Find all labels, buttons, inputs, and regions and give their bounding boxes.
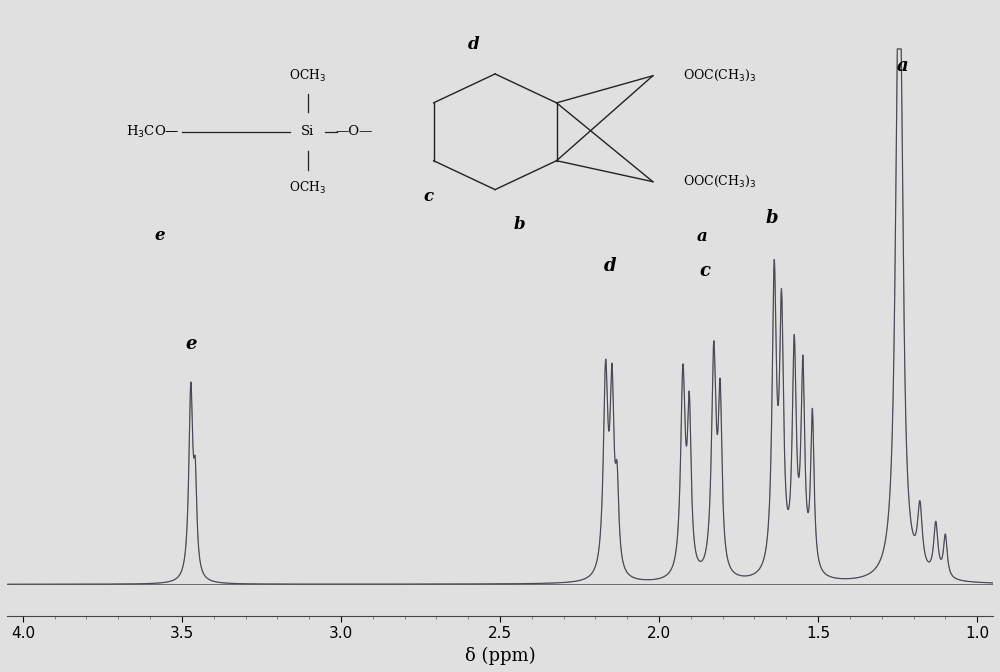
Text: Si: Si <box>301 125 314 138</box>
Text: e: e <box>186 335 197 353</box>
Text: OOC(CH$_3$)$_3$: OOC(CH$_3$)$_3$ <box>683 68 757 83</box>
Text: c: c <box>424 187 434 204</box>
X-axis label: δ (ppm): δ (ppm) <box>465 647 535 665</box>
Text: H$_3$CO—: H$_3$CO— <box>126 124 180 140</box>
Text: a: a <box>697 228 708 245</box>
Text: e: e <box>154 226 165 244</box>
Text: d: d <box>603 257 616 275</box>
Text: —O—: —O— <box>335 125 373 138</box>
Text: b: b <box>514 216 526 233</box>
Text: c: c <box>700 262 711 280</box>
Text: OCH$_3$: OCH$_3$ <box>289 179 326 196</box>
Text: a: a <box>897 57 908 75</box>
Text: b: b <box>766 210 778 227</box>
Text: OCH$_3$: OCH$_3$ <box>289 68 326 84</box>
Text: d: d <box>468 36 479 53</box>
Text: OOC(CH$_3$)$_3$: OOC(CH$_3$)$_3$ <box>683 174 757 190</box>
